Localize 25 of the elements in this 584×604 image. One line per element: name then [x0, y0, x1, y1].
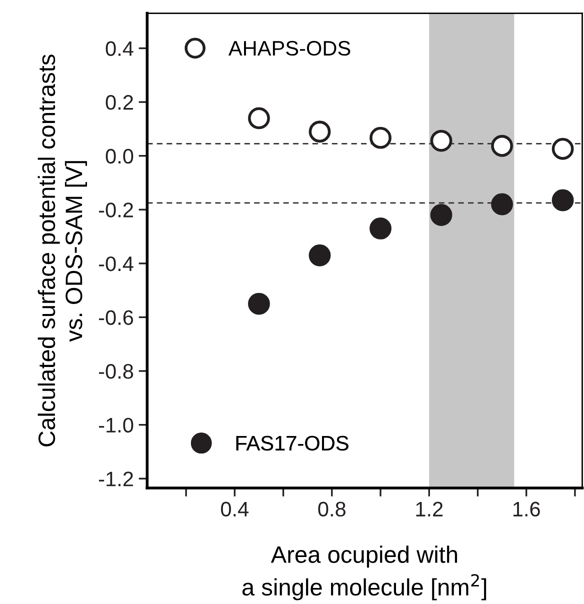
point: [248, 292, 270, 315]
point: [491, 193, 513, 216]
y-tick-label: 0.4: [106, 41, 134, 56]
legend-label: AHAPS-ODS: [228, 40, 350, 56]
point: [430, 130, 452, 152]
point: [308, 244, 331, 266]
point: [491, 134, 513, 157]
x-tick-label: 1.2: [416, 502, 443, 516]
legend-label: FAS17-ODS: [236, 436, 348, 451]
y-tick-label: -1.0: [99, 418, 134, 433]
point: [370, 218, 392, 240]
y-tick-label: 0.2: [106, 95, 133, 110]
x-tick-label: 1.6: [513, 502, 540, 517]
y-tick-label: -0.4: [99, 256, 134, 272]
point: [552, 189, 574, 212]
y-tick-label: -0.8: [99, 364, 134, 379]
point: [430, 204, 452, 226]
x-axis-title: Area ocupied with a single molecule [nm$^{2}$]: [242, 546, 486, 600]
y-axis-title: Calculated surface potential contrasts vs. ODS-SAM [V]: [38, 54, 87, 446]
x-tick-label: 0.8: [318, 502, 346, 517]
x-tick-label: 0.4: [221, 502, 249, 517]
y-tick-label: -0.2: [99, 202, 133, 218]
y-tick-label: -1.2: [99, 472, 133, 486]
y-tick-label: 0.0: [106, 148, 134, 164]
y-tick-label: -0.6: [99, 310, 134, 325]
